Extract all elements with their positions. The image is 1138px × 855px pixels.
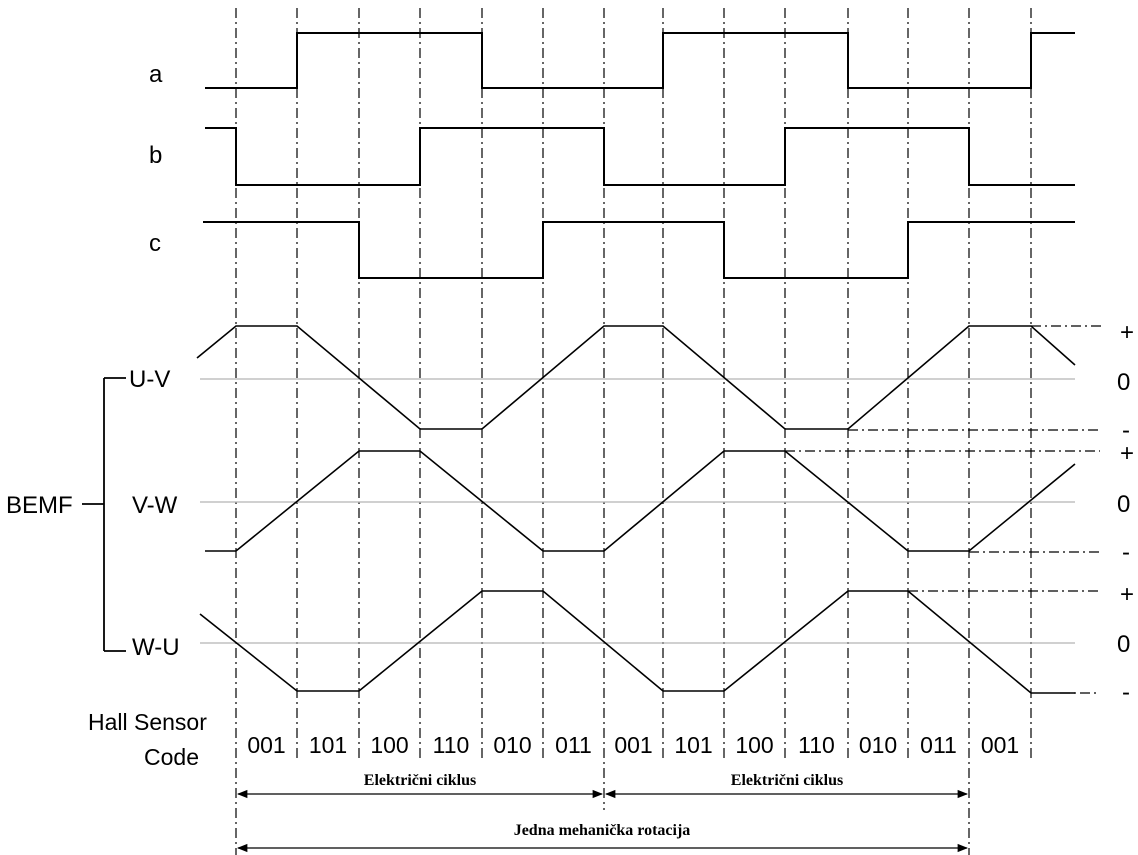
bemf-uv-label: U-V: [129, 366, 170, 393]
electrical-cycle-2-label: Električni ciklus: [731, 772, 843, 789]
signal-label-b: b: [149, 142, 162, 169]
hall-signal-c-wave: [203, 221, 1075, 279]
hall-code-value: 011: [555, 732, 592, 758]
hall-code-row: 001 101 100 110 010 011 001 101 100 110 010 011 001: [247, 732, 1019, 758]
uv-plus-label: +: [1120, 319, 1134, 346]
hall-code-value: 110: [433, 732, 470, 758]
step-boundary-lines: [235, 8, 1032, 855]
bemf-vw-label: V-W: [132, 492, 178, 519]
wu-zero-label: 0: [1117, 631, 1130, 658]
vw-plus-label: +: [1120, 440, 1134, 467]
hall-code-value: 100: [370, 732, 408, 758]
vw-minus-label: -: [1122, 539, 1130, 566]
signal-label-c: c: [149, 230, 161, 257]
hall-code-value: 101: [674, 732, 712, 758]
bemf-uv-wave: [196, 325, 1076, 430]
hall-label-line1: Hall Sensor: [88, 709, 207, 735]
bemf-bracket: [82, 377, 126, 652]
level-reference-lines: [785, 325, 1105, 694]
mechanical-rotation-label: Jedna mehanička rotacija: [514, 822, 691, 839]
hall-code-value: 010: [493, 732, 531, 758]
hall-code-value: 110: [798, 732, 835, 758]
bemf-wu-label: W-U: [132, 634, 180, 661]
bemf-wu-wave: [199, 590, 1075, 694]
bemf-vw-wave: [205, 450, 1076, 552]
hall-code-value: 001: [981, 732, 1019, 758]
bemf-label: BEMF: [6, 492, 73, 519]
signal-label-a: a: [149, 61, 163, 88]
wu-plus-label: +: [1120, 581, 1134, 608]
hall-code-value: 010: [859, 732, 897, 758]
electrical-cycle-1-label: Električni ciklus: [364, 772, 476, 789]
hall-code-value: 001: [247, 732, 285, 758]
hall-signal-a-wave: [205, 32, 1075, 89]
uv-zero-label: 0: [1117, 369, 1130, 396]
hall-code-value: 101: [309, 732, 347, 758]
hall-code-value: 001: [614, 732, 652, 758]
vw-zero-label: 0: [1117, 491, 1130, 518]
hall-code-value: 100: [735, 732, 773, 758]
wu-minus-label: -: [1122, 679, 1130, 706]
hall-signal-b-wave: [205, 127, 1075, 186]
uv-minus-label: -: [1122, 417, 1130, 444]
hall-code-value: 011: [920, 732, 957, 758]
hall-label-line2: Code: [144, 744, 199, 770]
